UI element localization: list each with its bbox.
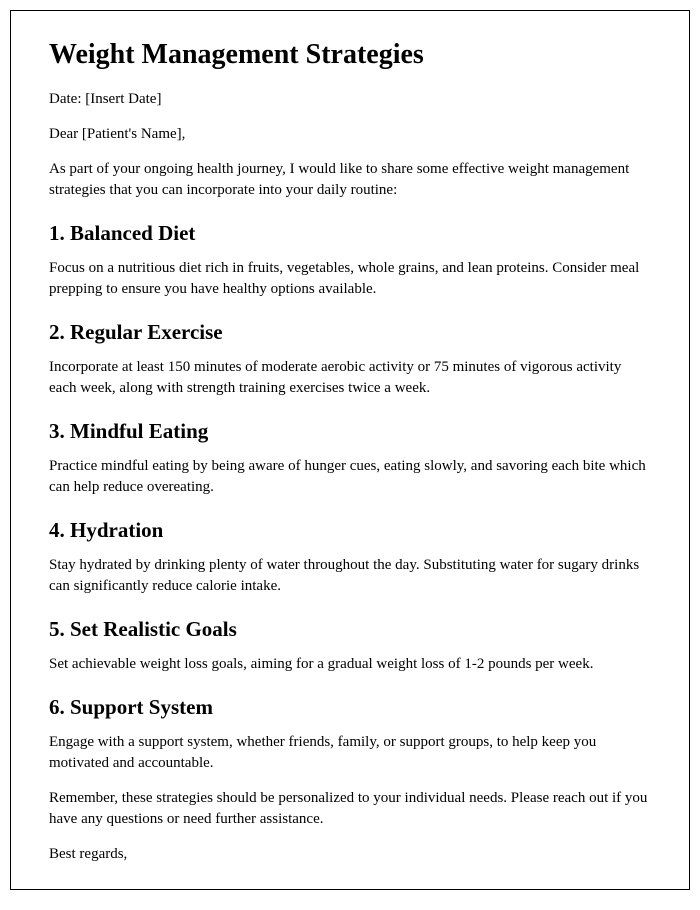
- section-body-6: Engage with a support system, whether fr…: [49, 732, 651, 774]
- section-heading-6: 6. Support System: [49, 695, 651, 720]
- section-body-3: Practice mindful eating by being aware o…: [49, 456, 651, 498]
- document-page: Weight Management Strategies Date: [Inse…: [10, 10, 690, 890]
- date-line: Date: [Insert Date]: [49, 89, 651, 110]
- closing-paragraph: Remember, these strategies should be per…: [49, 788, 651, 830]
- document-title: Weight Management Strategies: [49, 39, 651, 71]
- section-heading-3: 3. Mindful Eating: [49, 419, 651, 444]
- section-body-2: Incorporate at least 150 minutes of mode…: [49, 357, 651, 399]
- section-heading-5: 5. Set Realistic Goals: [49, 617, 651, 642]
- section-body-4: Stay hydrated by drinking plenty of wate…: [49, 555, 651, 597]
- greeting-line: Dear [Patient's Name],: [49, 124, 651, 145]
- section-heading-2: 2. Regular Exercise: [49, 320, 651, 345]
- signoff-line: Best regards,: [49, 844, 651, 865]
- section-body-5: Set achievable weight loss goals, aiming…: [49, 654, 651, 675]
- intro-paragraph: As part of your ongoing health journey, …: [49, 159, 651, 201]
- section-heading-4: 4. Hydration: [49, 518, 651, 543]
- section-heading-1: 1. Balanced Diet: [49, 221, 651, 246]
- section-body-1: Focus on a nutritious diet rich in fruit…: [49, 258, 651, 300]
